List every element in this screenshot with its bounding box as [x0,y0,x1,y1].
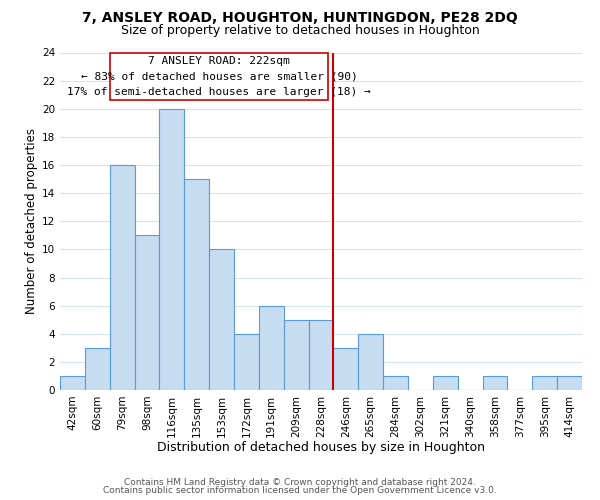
Bar [308,320,334,390]
Text: Size of property relative to detached houses in Houghton: Size of property relative to detached ho… [121,24,479,37]
Bar [110,52,328,100]
Bar [234,334,259,390]
Bar [433,376,458,390]
Bar [160,109,184,390]
Bar [110,165,134,390]
Y-axis label: Number of detached properties: Number of detached properties [25,128,38,314]
Bar [209,250,234,390]
Bar [557,376,582,390]
Bar [334,348,358,390]
Bar [383,376,408,390]
Bar [532,376,557,390]
Bar [60,376,85,390]
Text: 7, ANSLEY ROAD, HOUGHTON, HUNTINGDON, PE28 2DQ: 7, ANSLEY ROAD, HOUGHTON, HUNTINGDON, PE… [82,11,518,25]
Bar [259,306,284,390]
Bar [482,376,508,390]
Text: Contains public sector information licensed under the Open Government Licence v3: Contains public sector information licen… [103,486,497,495]
Bar [184,179,209,390]
Text: 7 ANSLEY ROAD: 222sqm
← 83% of detached houses are smaller (90)
17% of semi-deta: 7 ANSLEY ROAD: 222sqm ← 83% of detached … [67,56,371,97]
Bar [284,320,308,390]
Bar [134,236,160,390]
Text: Contains HM Land Registry data © Crown copyright and database right 2024.: Contains HM Land Registry data © Crown c… [124,478,476,487]
Bar [85,348,110,390]
Bar [358,334,383,390]
X-axis label: Distribution of detached houses by size in Houghton: Distribution of detached houses by size … [157,441,485,454]
